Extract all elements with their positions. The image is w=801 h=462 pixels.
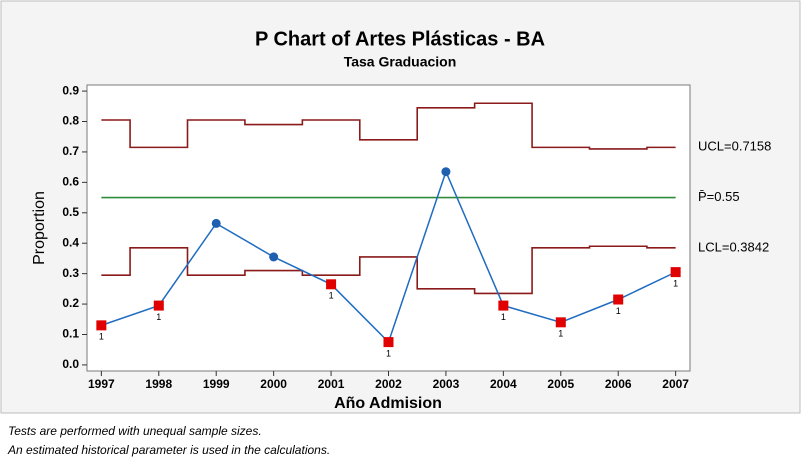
flagged-point bbox=[670, 267, 681, 278]
test-label: 1 bbox=[501, 312, 506, 322]
test-label: 1 bbox=[673, 278, 678, 288]
x-tick-label: 1999 bbox=[203, 377, 230, 391]
chart-title: P Chart of Artes Plásticas - BA bbox=[255, 28, 545, 50]
x-tick-label: 2003 bbox=[433, 377, 460, 391]
y-tick-label: 0.9 bbox=[62, 83, 79, 97]
x-tick-label: 2000 bbox=[260, 377, 287, 391]
x-tick-label: 2005 bbox=[547, 377, 574, 391]
limit-label: UCL=0.7158 bbox=[698, 139, 771, 154]
limit-label: LCL=0.3842 bbox=[698, 239, 769, 254]
test-label: 1 bbox=[329, 291, 334, 301]
x-tick-label: 2007 bbox=[662, 377, 689, 391]
x-tick-label: 2001 bbox=[318, 377, 345, 391]
test-label: 1 bbox=[616, 306, 621, 316]
limit-label: P̄=0.55 bbox=[698, 189, 740, 204]
x-tick-label: 1997 bbox=[88, 377, 115, 391]
y-tick-label: 0.5 bbox=[62, 205, 79, 219]
flagged-point bbox=[498, 300, 509, 311]
flagged-point bbox=[555, 317, 566, 328]
test-label: 1 bbox=[99, 332, 104, 342]
test-label: 1 bbox=[558, 329, 563, 339]
x-tick-label: 2006 bbox=[605, 377, 632, 391]
x-tick-label: 2004 bbox=[490, 377, 517, 391]
flagged-point bbox=[96, 320, 107, 331]
footnote: An estimated historical parameter is use… bbox=[7, 443, 330, 457]
lcl-line bbox=[101, 245, 676, 295]
y-tick-label: 0.3 bbox=[62, 266, 79, 280]
y-tick-label: 0.7 bbox=[62, 144, 79, 158]
flagged-point bbox=[153, 300, 164, 311]
y-axis-label: Proportion bbox=[31, 191, 48, 265]
flagged-point bbox=[613, 294, 624, 305]
x-tick-label: 2002 bbox=[375, 377, 402, 391]
y-tick-label: 0.1 bbox=[62, 327, 79, 341]
y-tick-label: 0.0 bbox=[62, 357, 79, 371]
flagged-point bbox=[326, 279, 337, 290]
y-tick-label: 0.4 bbox=[62, 235, 79, 249]
y-tick-label: 0.6 bbox=[62, 175, 79, 189]
data-point bbox=[269, 252, 279, 262]
data-point bbox=[211, 218, 221, 228]
x-axis-label: Año Admision bbox=[334, 395, 442, 412]
y-tick-label: 0.2 bbox=[62, 296, 79, 310]
data-point bbox=[441, 167, 451, 177]
chart-subtitle: Tasa Graduacion bbox=[344, 54, 457, 70]
ucl-line bbox=[101, 102, 676, 150]
x-tick-label: 1998 bbox=[145, 377, 172, 391]
test-label: 1 bbox=[386, 348, 391, 358]
y-tick-label: 0.8 bbox=[62, 114, 79, 128]
flagged-point bbox=[383, 337, 394, 348]
plot-area bbox=[86, 84, 691, 372]
footnote: Tests are performed with unequal sample … bbox=[8, 424, 262, 438]
test-label: 1 bbox=[156, 312, 161, 322]
